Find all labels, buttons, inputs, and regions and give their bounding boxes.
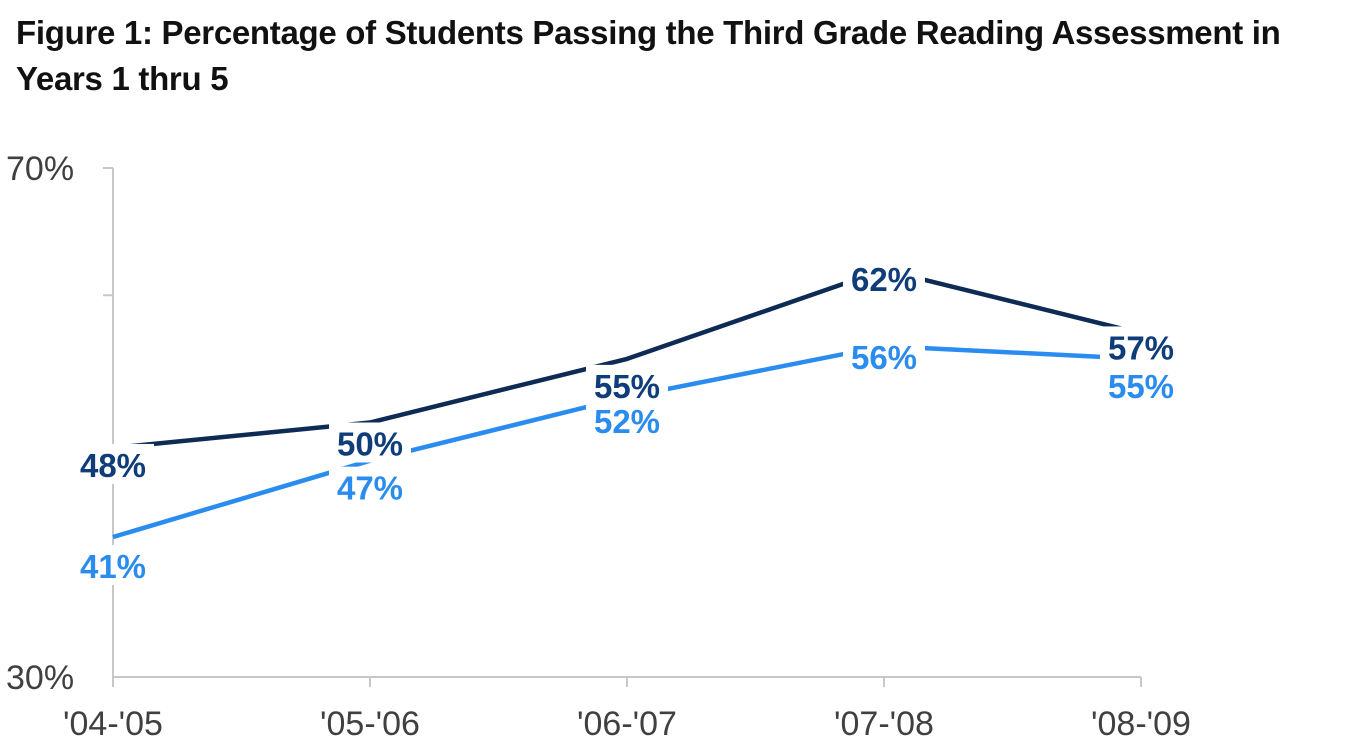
data-label-series-2: 52%: [594, 403, 660, 440]
data-label-series-1: 48%: [80, 447, 146, 484]
data-label-series-2: 55%: [1108, 368, 1174, 405]
data-label-series-1: 55%: [594, 368, 660, 405]
y-tick-label: 30%: [6, 659, 74, 697]
data-label-bg: [72, 545, 154, 586]
x-tick-label: '08-'09: [1091, 705, 1191, 743]
data-label-bg: [586, 364, 668, 405]
data-label-bg: [329, 422, 411, 463]
data-label-series-2: 41%: [80, 548, 146, 585]
x-tick-label: '06-'07: [577, 705, 677, 743]
axes: [103, 167, 1142, 687]
data-label-bg: [329, 466, 411, 507]
data-label-bg: [586, 400, 668, 441]
x-tick-label: '07-'08: [834, 705, 934, 743]
data-labels: 48% 50% 55% 62% 57% 41% 47% 52% 56% 55%: [72, 257, 1182, 586]
data-label-bg: [1100, 326, 1182, 367]
data-label-bg: [843, 336, 925, 377]
series-line-1: [112, 267, 1142, 451]
data-label-series-2: 47%: [337, 470, 403, 507]
x-tick-label: '05-'06: [320, 705, 420, 743]
data-label-series-1: 62%: [851, 261, 917, 298]
data-label-series-1: 50%: [337, 426, 403, 463]
x-tick-label: '04-'05: [63, 705, 163, 743]
tick-labels: 70% 30% '04-'05 '05-'06 '06-'07 '07-'08 '08-'0…: [6, 150, 1191, 743]
y-tick-label: 70%: [6, 150, 74, 188]
data-label-series-2: 56%: [851, 339, 917, 376]
data-label-series-1: 57%: [1108, 329, 1174, 366]
data-label-bg: [1100, 364, 1182, 405]
data-label-bg: [72, 443, 154, 484]
data-label-bg: [843, 257, 925, 298]
chart-title: Figure 1: Percentage of Students Passing…: [16, 14, 1281, 97]
